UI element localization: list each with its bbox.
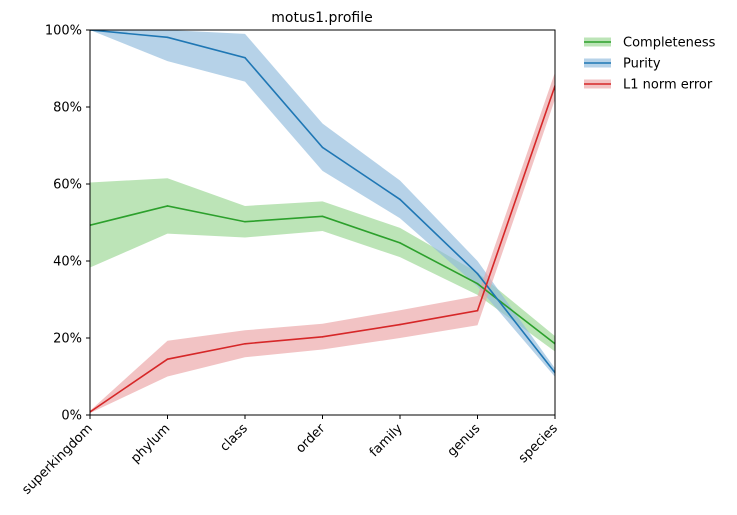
x-tick-label-phylum: phylum — [128, 421, 173, 466]
l1-norm-error-legend-label: L1 norm error — [623, 78, 713, 93]
l1-norm-error-point-genus — [476, 309, 479, 312]
completeness-point-order — [321, 215, 324, 218]
completeness-point-class — [244, 220, 246, 223]
purity-point-genus — [476, 272, 479, 275]
x-tick-label-order: order — [293, 421, 329, 457]
y-tick-label: 40% — [53, 255, 82, 270]
purity-point-phylum — [166, 36, 169, 39]
legend: Completeness Purity L1 norm error — [584, 36, 716, 93]
purity-legend-label: Purity — [623, 57, 661, 72]
completeness-point-family — [399, 242, 401, 244]
x-tick-label-species: species — [516, 421, 561, 466]
y-tick-label: 20% — [53, 332, 82, 347]
purity-point-class — [244, 56, 246, 59]
purity-point-family — [399, 198, 401, 201]
purity-point-order — [321, 146, 324, 149]
confidence-bands — [90, 30, 555, 414]
l1-norm-error-band — [90, 72, 555, 414]
x-tick-label-family: family — [367, 421, 406, 460]
series-lines — [90, 30, 555, 413]
x-tick-label-class: class — [217, 421, 251, 455]
l1-norm-error-point-class — [244, 342, 246, 345]
completeness-point-genus — [476, 282, 479, 285]
y-tick-label: 0% — [61, 409, 82, 424]
completeness-point-phylum — [166, 205, 169, 207]
l1-norm-error-point-phylum — [166, 358, 169, 360]
completeness-legend-label: Completeness — [623, 36, 716, 51]
y-tick-label: 80% — [53, 101, 82, 116]
x-axis: superkingdom phylum class order family genus s… — [19, 415, 561, 498]
y-tick-label: 60% — [53, 178, 82, 193]
completeness-band — [90, 178, 555, 352]
y-axis: 0% 20% 40% 60% 80% 100% — [45, 24, 90, 424]
y-tick-label: 100% — [45, 24, 82, 39]
x-tick-label-superkingdom: superkingdom — [19, 421, 95, 497]
l1-norm-error-point-order — [321, 336, 324, 338]
l1-norm-error-point-family — [399, 323, 401, 326]
x-tick-label-genus: genus — [445, 421, 484, 460]
chart-title: motus1.profile — [271, 10, 372, 26]
